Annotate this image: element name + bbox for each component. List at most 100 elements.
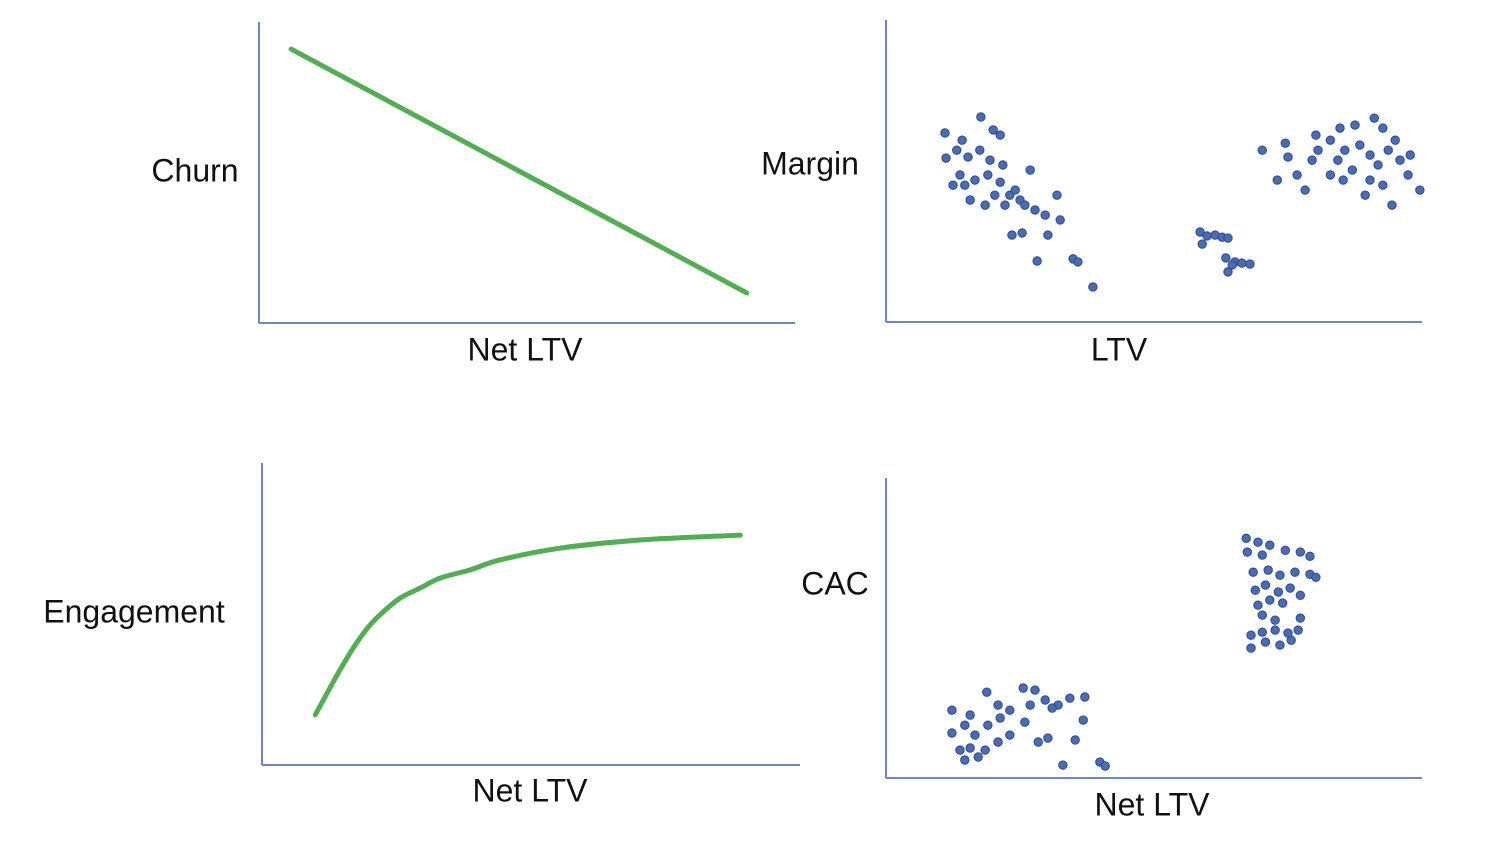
data-point [1338, 175, 1348, 185]
data-point [1263, 565, 1273, 575]
data-point [998, 160, 1008, 170]
data-point [1030, 685, 1040, 695]
data-point [1223, 267, 1233, 277]
data-point [1100, 761, 1110, 771]
data-point [1000, 200, 1010, 210]
data-point [1355, 140, 1365, 150]
data-point [948, 180, 958, 190]
data-point [1383, 145, 1393, 155]
data-point [1280, 138, 1291, 148]
data-point [1285, 583, 1295, 593]
data-point [1325, 170, 1336, 180]
data-point [970, 175, 980, 185]
data-point [1257, 145, 1267, 155]
data-point [1265, 540, 1275, 550]
y-axis-label: Margin [761, 145, 859, 181]
data-point [976, 112, 986, 122]
data-point [1313, 145, 1323, 155]
data-point [1032, 256, 1042, 266]
data-point [1010, 185, 1020, 195]
data-point [1195, 227, 1205, 237]
data-point [1065, 693, 1075, 703]
data-point [983, 720, 993, 730]
data-point [1248, 567, 1258, 577]
data-point [980, 200, 990, 210]
data-point [1260, 637, 1271, 647]
data-point [1221, 253, 1231, 263]
data-point [1305, 551, 1315, 561]
data-point [983, 170, 993, 180]
data-point [1293, 625, 1303, 635]
data-point [990, 190, 1000, 200]
data-point [1270, 615, 1280, 625]
data-point [1265, 595, 1275, 605]
trend-line [312, 532, 743, 718]
data-point [940, 128, 950, 138]
data-point [1378, 123, 1388, 133]
x-axis-label: Net LTV [473, 772, 589, 808]
data-point [960, 755, 970, 765]
data-point [1080, 692, 1090, 702]
data-point [995, 130, 1005, 140]
data-point [963, 152, 973, 162]
data-point [1047, 703, 1057, 713]
data-point [1055, 215, 1065, 225]
data-point [1005, 730, 1015, 740]
data-point [1275, 640, 1285, 650]
data-point [1237, 258, 1247, 268]
x-axis-label: LTV [1091, 331, 1148, 367]
data-point [1292, 170, 1302, 180]
data-point [1257, 550, 1267, 560]
data-point [1373, 160, 1383, 170]
data-point [995, 177, 1005, 187]
data-point [1350, 120, 1360, 130]
data-point [965, 195, 975, 205]
data-point [1088, 282, 1098, 292]
data-point [1070, 735, 1080, 745]
data-point [1360, 190, 1370, 200]
data-point [1290, 567, 1300, 577]
data-point [1273, 587, 1284, 597]
data-point [988, 125, 998, 135]
data-point [1018, 683, 1028, 693]
data-point [1365, 175, 1375, 185]
data-point [1257, 627, 1267, 637]
data-point [1040, 210, 1050, 220]
data-point [1052, 190, 1062, 200]
data-point [1245, 259, 1255, 269]
data-point [1311, 130, 1321, 140]
data-point [1403, 170, 1413, 180]
data-point [1295, 613, 1306, 623]
y-axis-label: CAC [801, 565, 869, 601]
data-point [957, 135, 967, 145]
data-point [1272, 175, 1282, 185]
data-point [1033, 737, 1043, 747]
data-point [1250, 585, 1261, 595]
data-point [1369, 113, 1379, 123]
y-axis-label: Engagement [43, 593, 225, 629]
data-point [1283, 152, 1293, 162]
data-point [1202, 231, 1212, 241]
data-point [965, 743, 975, 753]
data-point [1253, 600, 1263, 610]
data-point [975, 145, 985, 155]
data-point [1270, 625, 1280, 635]
data-point [980, 745, 990, 755]
data-point [1307, 155, 1317, 165]
data-point [1043, 733, 1053, 743]
data-point [1227, 260, 1237, 270]
data-point [1295, 590, 1306, 600]
data-point [1253, 537, 1263, 547]
data-point [1040, 695, 1050, 705]
data-point [1280, 545, 1291, 555]
data-point [1257, 610, 1267, 620]
data-point [1241, 533, 1251, 543]
data-point [1223, 233, 1233, 243]
data-point [1340, 145, 1350, 155]
data-point [1395, 155, 1405, 165]
data-point [1005, 705, 1015, 715]
data-point [1311, 572, 1321, 582]
data-point [1030, 205, 1040, 215]
